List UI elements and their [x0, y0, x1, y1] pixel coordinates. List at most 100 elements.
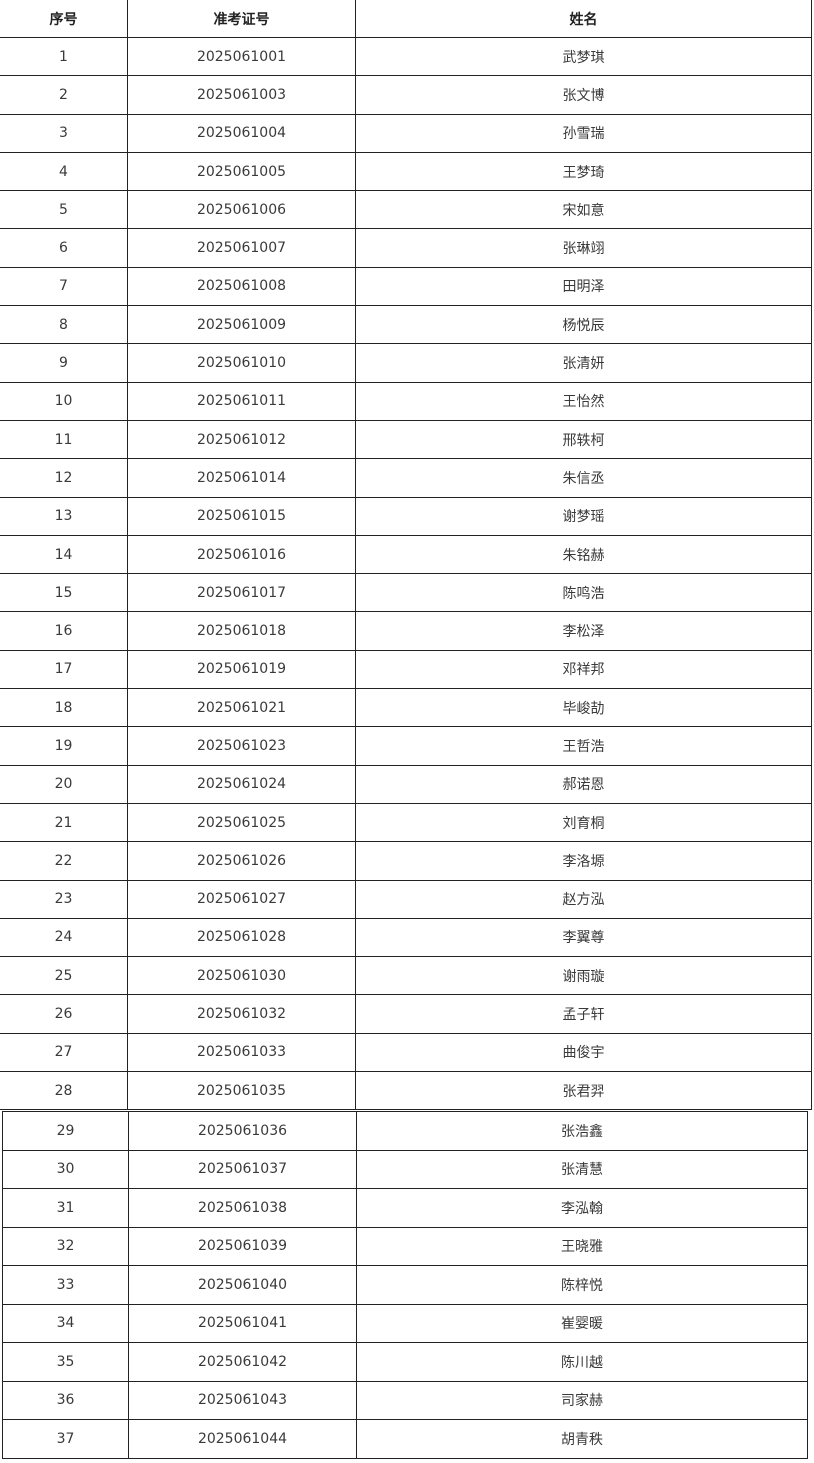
cell-name: 郝诺恩 [355, 764, 812, 804]
table-row: 5 2025061006 宋如意 [0, 190, 812, 230]
cell-index: 29 [2, 1111, 129, 1151]
table-row: 27 2025061033 曲俊宇 [0, 1032, 812, 1073]
cell-name: 张文博 [355, 75, 812, 115]
cell-name: 王梦琦 [355, 151, 812, 192]
header-index: 序号 [0, 0, 128, 38]
cell-exam-id: 2025061044 [128, 1419, 357, 1459]
cell-index: 18 [0, 688, 128, 728]
cell-index: 11 [0, 419, 128, 460]
table-row: 19 2025061023 王哲浩 [0, 726, 812, 766]
cell-exam-id: 2025061016 [127, 534, 356, 575]
table-header-row: 序号 准考证号 姓名 [0, 0, 812, 38]
cell-exam-id: 2025061015 [127, 496, 356, 536]
cell-name: 邢轶柯 [355, 419, 812, 460]
cell-name: 胡青秩 [356, 1419, 808, 1459]
cell-index: 9 [0, 343, 128, 383]
cell-exam-id: 2025061019 [127, 649, 356, 690]
cell-index: 28 [0, 1071, 128, 1111]
cell-exam-id: 2025061017 [127, 573, 356, 613]
cell-exam-id: 2025061038 [128, 1188, 357, 1228]
cell-exam-id: 2025061026 [127, 841, 356, 881]
table-row: 22 2025061026 李洛塬 [0, 841, 812, 881]
table-row: 23 2025061027 赵方泓 [0, 879, 812, 919]
cell-name: 邓祥邦 [355, 649, 812, 690]
cell-name: 朱铭赫 [355, 534, 812, 575]
cell-index: 22 [0, 841, 128, 881]
cell-name: 朱信丞 [355, 458, 812, 498]
cell-exam-id: 2025061005 [127, 151, 356, 192]
cell-exam-id: 2025061027 [127, 879, 356, 919]
candidate-table-part-1: 序号 准考证号 姓名 1 2025061001 武梦琪 2 2025061003 张文博 3… [0, 0, 812, 1111]
cell-name: 司家赫 [356, 1380, 808, 1420]
cell-index: 24 [0, 917, 128, 958]
cell-exam-id: 2025061001 [127, 36, 356, 77]
cell-name: 曲俊宇 [355, 1032, 812, 1073]
table-row: 37 2025061044 胡青秩 [2, 1419, 808, 1459]
cell-name: 张清慧 [356, 1149, 808, 1189]
cell-name: 杨悦辰 [355, 305, 812, 345]
cell-exam-id: 2025061008 [127, 266, 356, 307]
cell-index: 33 [2, 1265, 129, 1305]
cell-index: 3 [0, 113, 128, 153]
table-row: 2 2025061003 张文博 [0, 75, 812, 115]
table-row: 29 2025061036 张浩鑫 [2, 1111, 808, 1151]
cell-name: 张君羿 [355, 1071, 812, 1111]
table-row: 32 2025061039 王晓雅 [2, 1226, 808, 1266]
cell-name: 谢雨璇 [355, 956, 812, 996]
cell-index: 35 [2, 1342, 129, 1382]
cell-name: 李泓翰 [356, 1188, 808, 1228]
table-row: 1 2025061001 武梦琪 [0, 36, 812, 77]
cell-index: 21 [0, 802, 128, 843]
cell-name: 李洛塬 [355, 841, 812, 881]
header-name: 姓名 [355, 0, 812, 38]
cell-name: 陈川越 [356, 1342, 808, 1382]
cell-index: 15 [0, 573, 128, 613]
cell-index: 12 [0, 458, 128, 498]
cell-exam-id: 2025061033 [127, 1032, 356, 1073]
cell-index: 37 [2, 1419, 129, 1459]
table-row: 20 2025061024 郝诺恩 [0, 764, 812, 804]
cell-name: 王怡然 [355, 381, 812, 421]
cell-name: 孙雪瑞 [355, 113, 812, 153]
cell-exam-id: 2025061025 [127, 802, 356, 843]
cell-name: 田明泽 [355, 266, 812, 307]
header-exam-id: 准考证号 [127, 0, 356, 38]
table-row: 34 2025061041 崔婴暖 [2, 1303, 808, 1343]
cell-exam-id: 2025061018 [127, 611, 356, 651]
cell-index: 32 [2, 1226, 129, 1266]
cell-name: 孟子轩 [355, 994, 812, 1034]
cell-index: 6 [0, 228, 128, 268]
table-row: 31 2025061038 李泓翰 [2, 1188, 808, 1228]
cell-index: 34 [2, 1303, 129, 1343]
cell-index: 16 [0, 611, 128, 651]
table-row: 14 2025061016 朱铭赫 [0, 534, 812, 575]
table-row: 21 2025061025 刘育桐 [0, 802, 812, 843]
table-row: 26 2025061032 孟子轩 [0, 994, 812, 1034]
cell-index: 31 [2, 1188, 129, 1228]
cell-exam-id: 2025061009 [127, 305, 356, 345]
table-row: 8 2025061009 杨悦辰 [0, 305, 812, 345]
cell-exam-id: 2025061041 [128, 1303, 357, 1343]
cell-exam-id: 2025061030 [127, 956, 356, 996]
cell-name: 张浩鑫 [356, 1111, 808, 1151]
cell-index: 26 [0, 994, 128, 1034]
cell-index: 19 [0, 726, 128, 766]
cell-exam-id: 2025061024 [127, 764, 356, 804]
cell-exam-id: 2025061043 [128, 1380, 357, 1420]
table-row: 36 2025061043 司家赫 [2, 1380, 808, 1420]
cell-exam-id: 2025061003 [127, 75, 356, 115]
cell-exam-id: 2025061021 [127, 688, 356, 728]
cell-index: 10 [0, 381, 128, 421]
cell-exam-id: 2025061011 [127, 381, 356, 421]
table-row: 30 2025061037 张清慧 [2, 1149, 808, 1189]
cell-index: 23 [0, 879, 128, 919]
cell-index: 5 [0, 190, 128, 230]
cell-index: 8 [0, 305, 128, 345]
cell-exam-id: 2025061007 [127, 228, 356, 268]
table-row: 6 2025061007 张琳翊 [0, 228, 812, 268]
cell-exam-id: 2025061010 [127, 343, 356, 383]
cell-name: 张琳翊 [355, 228, 812, 268]
cell-exam-id: 2025061040 [128, 1265, 357, 1305]
cell-exam-id: 2025061014 [127, 458, 356, 498]
cell-name: 毕峻劼 [355, 688, 812, 728]
